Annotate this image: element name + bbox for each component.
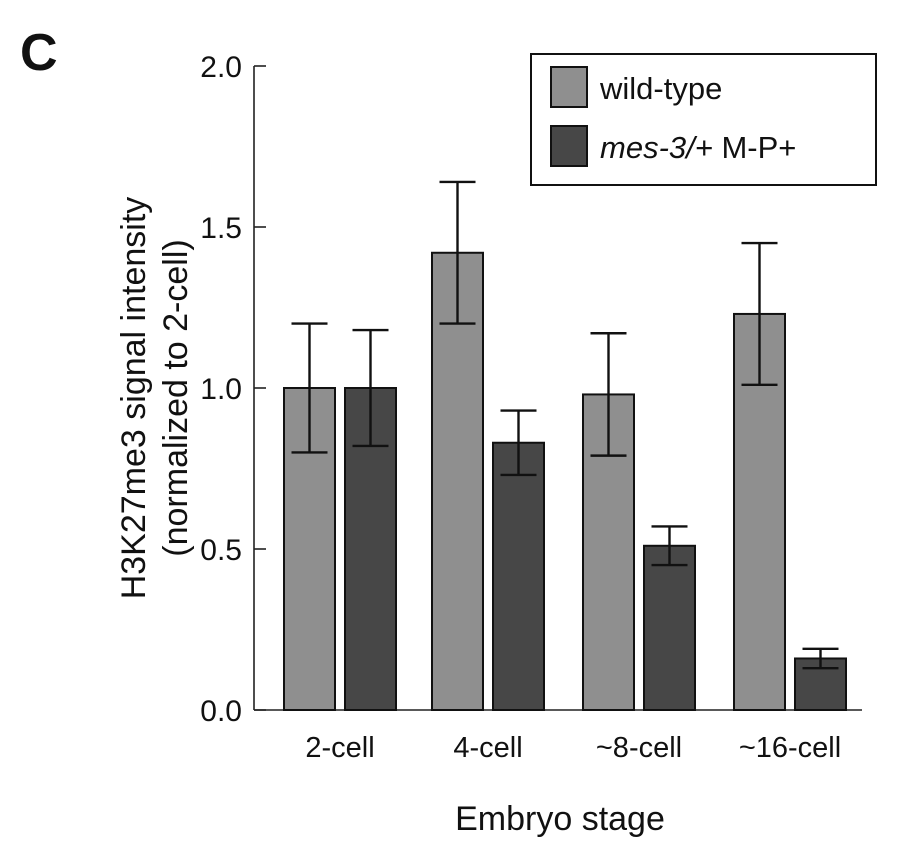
x-tick-label: ~8-cell (596, 732, 682, 764)
legend-label-wild-type: wild-type (599, 71, 722, 106)
x-axis-label: Embryo stage (455, 800, 665, 838)
legend-swatch-wild-type (551, 67, 587, 107)
legend-label-mes-3-italic: mes-3/+ (600, 130, 713, 165)
y-tick-label: 2.0 (200, 51, 242, 84)
y-tick-label: 1.0 (200, 373, 242, 406)
legend-swatch-mes-3 (551, 126, 587, 166)
legend: wild-type mes-3/+ M-P+ (531, 54, 876, 185)
y-axis-label-line1: H3K27me3 signal intensity (115, 197, 153, 600)
y-tick-label: 0.0 (200, 695, 242, 728)
x-tick-labels: 2-cell 4-cell ~8-cell ~16-cell (305, 732, 841, 764)
x-tick-label: 2-cell (305, 732, 374, 764)
x-tick-label: ~16-cell (739, 732, 841, 764)
y-tick-label: 1.5 (200, 212, 242, 245)
bars (284, 253, 846, 710)
bar-mes-3-2 (644, 546, 695, 710)
panel-label: C (20, 24, 58, 82)
bar-mes-3-1 (493, 443, 544, 710)
legend-label-mes-3: mes-3/+ M-P+ (600, 130, 796, 165)
y-tick-label: 0.5 (200, 534, 242, 567)
x-tick-label: 4-cell (453, 732, 522, 764)
y-axis-title: H3K27me3 signal intensity (normalized to… (115, 197, 195, 600)
legend-label-mes-3-rest: M-P+ (713, 130, 797, 165)
y-ticks: 0.0 0.5 1.0 1.5 2.0 (200, 51, 266, 728)
y-axis-label-line2: (normalized to 2-cell) (157, 239, 195, 556)
